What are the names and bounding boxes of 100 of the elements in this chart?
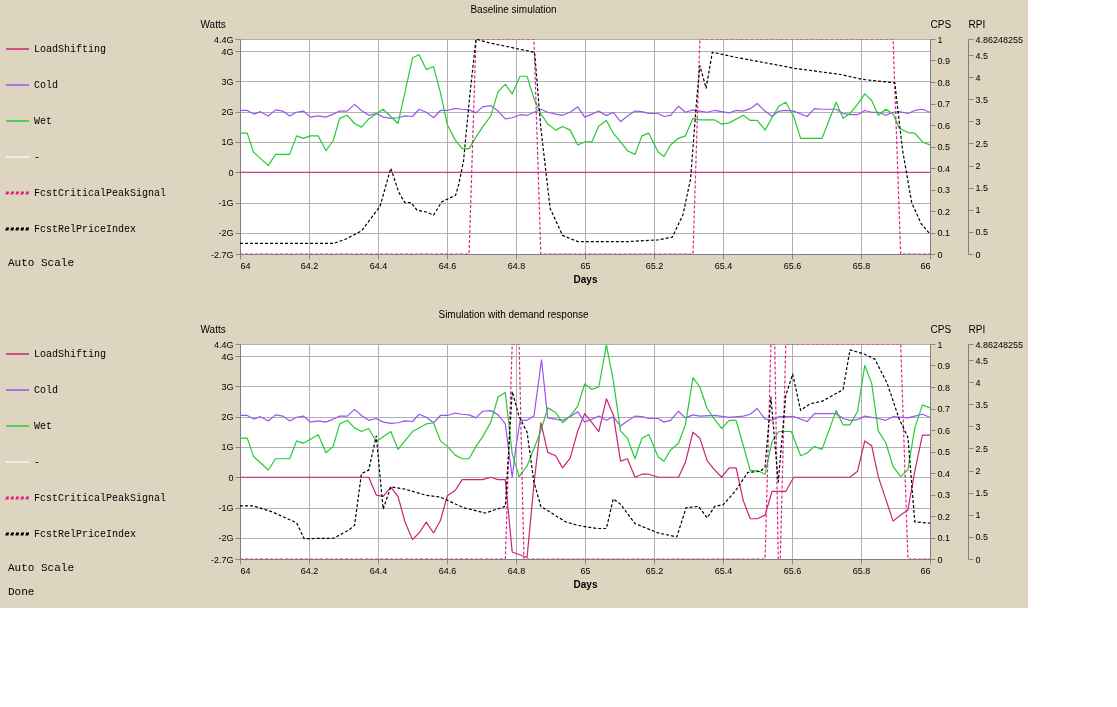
x-tick-label: 65.6	[783, 565, 802, 576]
y2-axis-title: CPS	[930, 18, 952, 30]
y3-tick-label: 1.5	[975, 488, 989, 499]
text: Auto Scale	[8, 562, 75, 574]
y3-tick-label: 3.5	[975, 399, 989, 410]
legend-label: Wet	[34, 116, 53, 127]
y3-tick-label: 4	[975, 377, 981, 388]
legend-label: FcstCriticalPeakSignal	[34, 188, 167, 199]
text: Done	[8, 586, 35, 598]
y-tick-label: 4G	[221, 46, 234, 57]
y3-tick-label: 2	[975, 466, 981, 477]
x-tick-label: 66	[920, 565, 931, 576]
chart-title: Simulation with demand response	[438, 308, 589, 320]
y-tick-label: -1G	[218, 503, 234, 514]
x-tick-label: 64.2	[300, 565, 319, 576]
y3-axis-title: RPI	[968, 323, 986, 335]
x-tick-label: 64.4	[369, 260, 388, 271]
y2-tick-label: 0.1	[937, 228, 951, 238]
y3-tick-label: 2	[975, 161, 981, 172]
y2-tick-label: 0.6	[937, 120, 951, 131]
y3-tick-label: 4.5	[975, 50, 989, 61]
y2-tick-label: 0.6	[937, 425, 951, 436]
y2-tick-label: 0.1	[937, 533, 951, 543]
y2-tick-label: 1	[937, 339, 943, 350]
x-tick-label: 64	[240, 565, 251, 576]
y-tick-label: 3G	[221, 381, 234, 392]
y2-tick-label: 1	[937, 34, 943, 45]
x-tick-label: 65	[580, 260, 591, 271]
y2-tick-label: 0.4	[937, 468, 951, 479]
y2-tick-label: 0.5	[937, 447, 951, 457]
y2-axis-title: CPS	[930, 323, 952, 335]
y-tick-label: 2G	[221, 107, 234, 118]
y3-tick-label: 4.5	[975, 355, 989, 366]
y-tick-label: 2G	[221, 412, 234, 423]
y-tick-label: 4G	[221, 351, 234, 362]
text: Auto Scale	[8, 257, 75, 269]
x-tick-label: 64.2	[300, 260, 319, 271]
y3-tick-label: 4.86248255	[975, 34, 1024, 45]
legend-label: FcstRelPriceIndex	[34, 529, 137, 540]
y-tick-label: 1G	[221, 137, 234, 148]
x-tick-label: 65.8	[852, 565, 871, 576]
y2-tick-label: 0.8	[937, 77, 951, 88]
y-tick-label: 1G	[221, 442, 234, 453]
y2-tick-label: 0.3	[937, 185, 951, 195]
y-tick-label: -2G	[218, 533, 234, 544]
x-tick-label: 64.8	[507, 260, 526, 271]
x-tick-label: 64.6	[438, 565, 457, 576]
y3-tick-label: 2.5	[975, 443, 989, 454]
y3-tick-label: 1	[975, 510, 981, 521]
x-tick-label: 64	[240, 260, 251, 271]
y3-tick-label: 2.5	[975, 138, 989, 149]
y2-tick-label: 0.9	[937, 56, 951, 66]
y3-tick-label: 4	[975, 72, 981, 83]
y3-tick-label: 0.5	[975, 532, 989, 543]
y3-tick-label: 1	[975, 205, 981, 216]
legend-label: FcstRelPriceIndex	[34, 224, 137, 235]
y2-tick-label: 0.5	[937, 142, 951, 152]
y2-tick-label: 0.2	[937, 206, 951, 217]
x-tick-label: 65.6	[783, 260, 802, 271]
y2-tick-label: 0.4	[937, 163, 951, 174]
y-tick-label: -1G	[218, 198, 234, 209]
legend-label: Cold	[34, 80, 59, 91]
y-tick-label: 0	[228, 167, 234, 178]
y-tick-label: 0	[228, 472, 234, 483]
x-tick-label: 65.2	[645, 260, 664, 271]
x-tick-label: 65.4	[714, 260, 733, 271]
x-tick-label: 64.4	[369, 565, 388, 576]
y3-axis-title: RPI	[968, 18, 986, 30]
y2-tick-label: 0.7	[937, 404, 951, 414]
x-tick-label: 65.4	[714, 565, 733, 576]
x-axis-title: Days	[573, 273, 598, 285]
x-tick-label: 65.8	[852, 260, 871, 271]
line-series	[240, 54, 930, 167]
y-tick-label: 3G	[221, 76, 234, 87]
x-tick-label: 65	[580, 565, 591, 576]
y-axis-title: Watts	[200, 323, 226, 335]
x-tick-label: 65.2	[645, 565, 664, 576]
y2-tick-label: 0	[937, 249, 943, 260]
y2-tick-label: 0.2	[937, 511, 951, 522]
y3-tick-label: 0	[975, 249, 981, 260]
y-tick-label: 4.4G	[213, 34, 234, 45]
y3-tick-label: 3.5	[975, 94, 989, 105]
x-axis-title: Days	[573, 578, 598, 590]
x-tick-label: 66	[920, 260, 931, 271]
legend-label: LoadShifting	[34, 44, 107, 55]
y3-tick-label: 0.5	[975, 227, 989, 238]
y3-tick-label: 1.5	[975, 183, 989, 194]
legend-label: -	[34, 152, 41, 163]
y-axis-title: Watts	[200, 18, 226, 30]
y3-tick-label: 3	[975, 116, 981, 127]
y2-tick-label: 0	[937, 554, 943, 565]
y-tick-label: 4.4G	[213, 339, 234, 350]
x-tick-label: 64.6	[438, 260, 457, 271]
y3-tick-label: 4.86248255	[975, 339, 1024, 350]
line-series	[240, 102, 930, 123]
x-tick-label: 64.8	[507, 565, 526, 576]
legend-label: Wet	[34, 421, 53, 432]
y-tick-label: -2.7G	[210, 249, 234, 260]
y2-tick-label: 0.8	[937, 382, 951, 393]
y-tick-label: -2G	[218, 228, 234, 239]
